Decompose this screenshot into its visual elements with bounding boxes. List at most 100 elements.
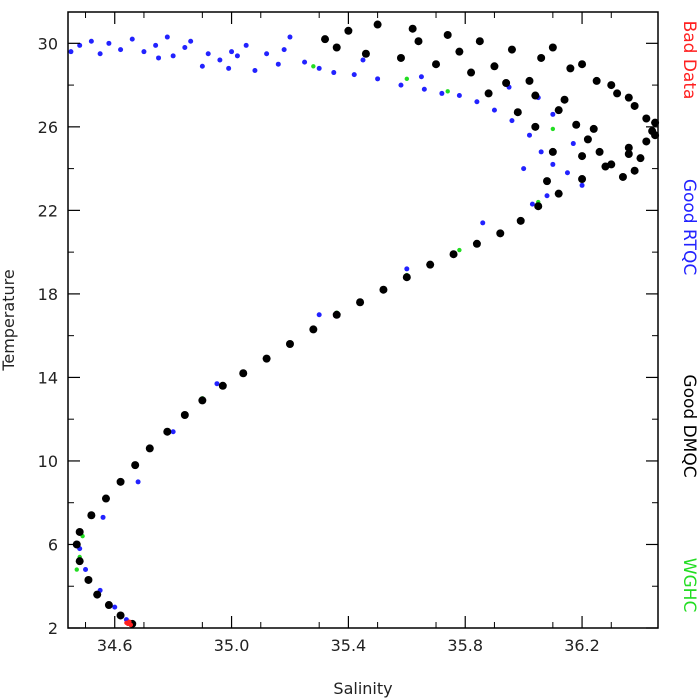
data-point xyxy=(77,42,83,48)
data-point xyxy=(131,461,140,470)
data-point xyxy=(531,122,540,131)
data-point xyxy=(100,514,106,520)
data-point xyxy=(402,273,411,282)
data-point xyxy=(311,64,316,69)
data-point xyxy=(75,557,84,566)
data-point xyxy=(509,118,515,124)
data-point xyxy=(578,60,587,69)
data-point xyxy=(566,64,575,73)
data-point xyxy=(521,166,527,172)
data-point xyxy=(321,35,330,44)
data-point xyxy=(439,90,445,96)
y-tick-label: 6 xyxy=(48,535,58,554)
data-point xyxy=(642,114,651,123)
data-point xyxy=(570,141,576,147)
plot-frame xyxy=(67,11,659,629)
data-point xyxy=(170,429,176,435)
data-point xyxy=(74,567,79,572)
data-point xyxy=(373,20,382,29)
data-point xyxy=(226,65,232,71)
data-point xyxy=(538,149,544,155)
data-point xyxy=(84,575,93,584)
data-point xyxy=(526,132,532,138)
data-point xyxy=(490,62,499,71)
data-point xyxy=(418,74,424,80)
data-point xyxy=(529,201,535,207)
data-point xyxy=(234,53,240,59)
data-point xyxy=(480,220,486,226)
y-tick-label: 18 xyxy=(38,285,58,304)
data-point xyxy=(607,160,616,169)
data-point xyxy=(243,42,249,48)
data-point xyxy=(164,34,170,40)
data-point xyxy=(475,37,484,46)
data-point xyxy=(116,611,125,620)
series-bad-data xyxy=(124,619,133,628)
data-point xyxy=(513,108,522,117)
data-point xyxy=(544,193,550,199)
data-point xyxy=(239,369,248,378)
data-point xyxy=(262,354,271,363)
data-point xyxy=(613,89,622,98)
data-point xyxy=(83,567,89,573)
data-point xyxy=(351,72,357,78)
data-point xyxy=(287,34,293,40)
data-point xyxy=(356,298,365,307)
data-point xyxy=(474,99,480,105)
data-point xyxy=(589,124,598,133)
data-point xyxy=(285,340,294,349)
data-point xyxy=(360,57,366,63)
x-axis-title: Salinity xyxy=(333,679,392,698)
data-point xyxy=(180,411,189,420)
data-point xyxy=(404,76,410,82)
data-point xyxy=(198,396,207,405)
data-point xyxy=(550,126,556,132)
data-point xyxy=(112,604,118,610)
data-point xyxy=(537,53,546,62)
data-point xyxy=(457,247,462,253)
y-tick-label: 2 xyxy=(48,619,58,638)
data-point xyxy=(156,55,162,61)
data-point xyxy=(398,82,404,88)
data-point xyxy=(375,76,381,82)
data-point xyxy=(188,38,194,44)
data-point xyxy=(543,177,552,186)
data-point xyxy=(579,182,585,188)
x-tick-label: 34.6 xyxy=(97,636,133,655)
data-point xyxy=(578,152,587,161)
data-point xyxy=(129,36,135,42)
data-point xyxy=(97,51,103,57)
data-point xyxy=(229,49,235,55)
data-point xyxy=(502,78,511,87)
data-point xyxy=(182,44,188,50)
data-point xyxy=(443,30,452,39)
data-point xyxy=(404,266,410,272)
data-point xyxy=(636,154,645,163)
data-point xyxy=(548,147,557,156)
data-point xyxy=(564,170,570,176)
data-point xyxy=(550,161,556,167)
data-point xyxy=(379,285,388,294)
data-point xyxy=(630,101,639,110)
data-point xyxy=(449,250,458,259)
data-point xyxy=(554,189,563,198)
data-point xyxy=(618,172,627,181)
data-point xyxy=(595,147,604,156)
series-good-dmqc xyxy=(72,20,660,628)
data-point xyxy=(316,65,322,71)
data-point xyxy=(135,479,141,485)
data-point xyxy=(163,427,172,436)
legend-label-good-rtqc: Good RTQC xyxy=(679,179,699,275)
x-tick-label: 36.2 xyxy=(564,636,600,655)
data-point xyxy=(651,118,660,127)
data-point xyxy=(199,63,205,69)
data-point xyxy=(426,260,435,269)
data-point xyxy=(592,76,601,85)
data-point xyxy=(88,38,94,44)
data-point xyxy=(309,325,318,334)
data-point xyxy=(445,89,450,94)
y-tick-label: 14 xyxy=(38,368,58,387)
data-point xyxy=(496,229,505,238)
